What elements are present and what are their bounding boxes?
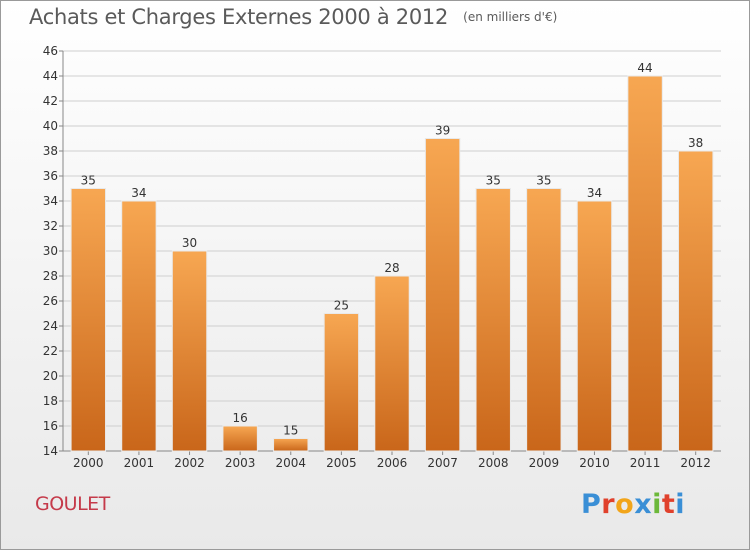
bar-2001 xyxy=(121,200,157,452)
value-label: 34 xyxy=(587,186,602,200)
bar-2002 xyxy=(171,250,208,452)
y-tick-label: 36 xyxy=(43,169,58,183)
value-label: 39 xyxy=(435,124,450,138)
y-tick-label: 38 xyxy=(43,144,58,158)
bar-2012 xyxy=(677,150,714,452)
bar-2006 xyxy=(374,275,410,452)
bar-2011 xyxy=(627,75,663,452)
x-tick-label: 2000 xyxy=(73,456,104,470)
bar-2007 xyxy=(424,138,461,452)
y-tick-label: 18 xyxy=(43,394,58,408)
x-tick-label: 2009 xyxy=(529,456,560,470)
bar-2003 xyxy=(222,425,258,452)
value-label: 38 xyxy=(688,136,703,150)
value-label: 35 xyxy=(81,174,96,188)
value-label: 25 xyxy=(334,299,349,313)
x-tick-label: 2008 xyxy=(478,456,509,470)
title-row: Achats et Charges Externes 2000 à 2012 (… xyxy=(29,5,557,29)
x-tick-label: 2005 xyxy=(326,456,357,470)
bar-2009 xyxy=(526,188,562,452)
chart-subtitle: (en milliers d'€) xyxy=(463,10,558,24)
y-tick-label: 30 xyxy=(43,244,58,258)
y-tick-label: 32 xyxy=(43,219,58,233)
y-tick-label: 16 xyxy=(43,419,58,433)
chart-title: Achats et Charges Externes 2000 à 2012 xyxy=(29,5,449,29)
x-tick-label: 2012 xyxy=(680,456,711,470)
value-label: 34 xyxy=(131,186,146,200)
value-label: 30 xyxy=(182,236,197,250)
x-tick-label: 2003 xyxy=(225,456,256,470)
y-tick-label: 24 xyxy=(43,319,58,333)
x-tick-label: 2007 xyxy=(427,456,458,470)
y-tick-label: 22 xyxy=(43,344,58,358)
proxiti-logo[interactable]: Proxiti xyxy=(581,489,685,520)
bars xyxy=(70,75,714,452)
bar-2010 xyxy=(576,200,613,452)
logo-letter: r xyxy=(601,489,616,520)
logo-letter: o xyxy=(615,489,635,520)
x-tick-label: 2004 xyxy=(275,456,306,470)
bar-2005 xyxy=(323,313,360,452)
bar-2004 xyxy=(273,438,309,452)
y-tick-label: 40 xyxy=(43,119,58,133)
x-tick-label: 2010 xyxy=(579,456,610,470)
value-label: 16 xyxy=(233,411,248,425)
labels: 14 16 18 20 22 24 26 28 30 32 34 36 38 40 42 44 46 35 2000… xyxy=(43,44,711,470)
logo-letter: i xyxy=(652,489,662,520)
logo-letter: P xyxy=(581,489,602,520)
commune-name: GOULET xyxy=(35,493,110,515)
bar-2008 xyxy=(475,188,511,452)
logo-letter: x xyxy=(634,489,653,520)
x-tick-label: 2001 xyxy=(124,456,155,470)
value-label: 44 xyxy=(637,61,652,75)
y-tick-label: 14 xyxy=(43,444,58,458)
value-label: 28 xyxy=(384,261,399,275)
x-tick-label: 2002 xyxy=(174,456,205,470)
x-tick-label: 2006 xyxy=(377,456,408,470)
bar-2000 xyxy=(70,188,107,452)
y-tick-label: 26 xyxy=(43,294,58,308)
value-label: 15 xyxy=(283,424,298,438)
y-tick-label: 34 xyxy=(43,194,58,208)
y-tick-label: 42 xyxy=(43,94,58,108)
y-tick-label: 20 xyxy=(43,369,58,383)
y-tick-label: 28 xyxy=(43,269,58,283)
value-label: 35 xyxy=(486,174,501,188)
x-tick-label: 2011 xyxy=(630,456,661,470)
y-tick-label: 44 xyxy=(43,69,58,83)
y-tick-label: 46 xyxy=(43,44,58,58)
logo-letter: i xyxy=(675,489,686,520)
value-label: 35 xyxy=(536,174,551,188)
logo-letter: t xyxy=(661,489,676,520)
